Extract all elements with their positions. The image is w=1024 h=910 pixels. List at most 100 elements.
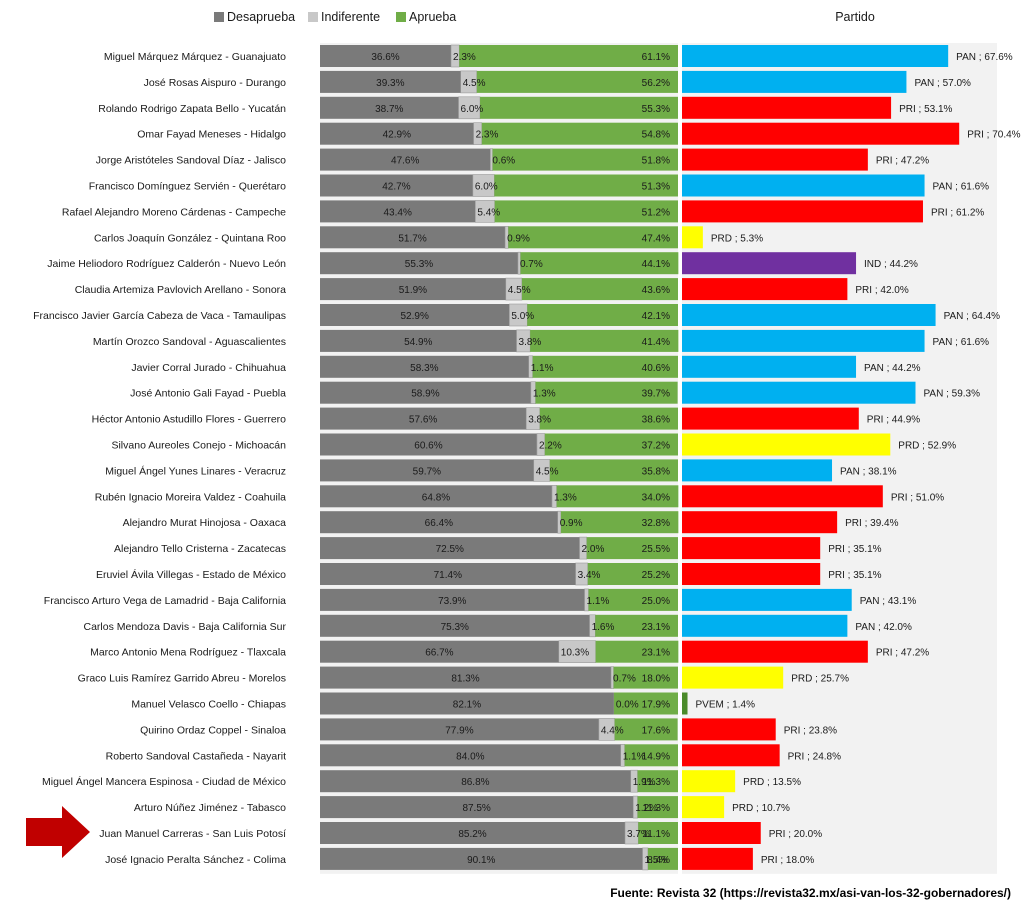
bar-party	[682, 847, 753, 870]
bar-aprueba	[492, 148, 678, 171]
label-desaprueba: 77.9%	[445, 725, 473, 736]
label-party: PRI ; 53.1%	[899, 104, 952, 115]
label-indiferente: 1.2%	[635, 803, 658, 814]
bar-aprueba	[494, 174, 678, 197]
label-indiferente: 0.7%	[520, 259, 543, 270]
label-desaprueba: 36.6%	[371, 52, 399, 63]
bar-party	[682, 148, 868, 171]
bar-aprueba	[520, 252, 679, 275]
bar-party	[682, 433, 891, 456]
label-aprueba: 39.7%	[642, 389, 670, 400]
category-label: Juan Manuel Carreras - San Luis Potosí	[99, 828, 286, 840]
bar-party	[682, 485, 883, 508]
bar-party	[682, 692, 688, 715]
bar-desaprueba	[320, 433, 537, 456]
approval-panel: 36.6% 2.3% 61.1% 39.3% 4.5% 56.2% 38.7% 6.0% 55.…	[320, 43, 679, 874]
bar-desaprueba	[320, 200, 476, 223]
category-labels: Miguel Márquez Márquez - Guanajuato José …	[33, 51, 286, 866]
party-header: Partido	[835, 10, 875, 24]
label-party: PRI ; 18.0%	[761, 855, 814, 866]
bar-aprueba	[588, 588, 678, 611]
bar-desaprueba	[320, 692, 614, 715]
label-party: PRI ; 51.0%	[891, 492, 944, 503]
label-party: PAN ; 38.1%	[840, 466, 897, 477]
bar-aprueba	[549, 459, 678, 482]
label-indiferente: 4.5%	[463, 78, 486, 89]
bar-party	[682, 45, 949, 67]
bar-desaprueba	[320, 770, 631, 793]
bar-desaprueba	[320, 278, 506, 301]
bar-indiferente	[579, 536, 588, 560]
category-label: Silvano Aureoles Conejo - Michoacán	[111, 440, 286, 452]
label-aprueba: 14.9%	[642, 751, 670, 762]
label-desaprueba: 66.7%	[425, 648, 453, 659]
bar-aprueba	[560, 511, 679, 534]
bar-party	[682, 640, 868, 663]
bar-desaprueba	[320, 329, 517, 352]
category-label: Francisco Domínguez Servién - Querétaro	[89, 181, 286, 193]
label-party: PVEM ; 1.4%	[696, 700, 756, 711]
label-aprueba: 54.8%	[642, 130, 670, 141]
label-desaprueba: 71.4%	[434, 570, 462, 581]
label-desaprueba: 66.4%	[425, 518, 453, 529]
label-desaprueba: 86.8%	[461, 777, 489, 788]
bar-aprueba	[595, 640, 679, 663]
label-indiferente: 1.3%	[533, 389, 556, 400]
bar-party	[682, 537, 821, 560]
label-desaprueba: 51.9%	[399, 285, 427, 296]
label-desaprueba: 51.7%	[398, 233, 426, 244]
bar-party	[682, 200, 923, 223]
label-party: PRD ; 13.5%	[743, 777, 801, 788]
source-note: Fuente: Revista 32 (https://revista32.mx…	[610, 886, 1011, 900]
bar-aprueba	[586, 537, 678, 560]
label-aprueba: 34.0%	[642, 492, 670, 503]
label-indiferente: 2.2%	[539, 441, 562, 452]
legend-swatch-desaprueba	[214, 12, 224, 22]
label-desaprueba: 47.6%	[391, 156, 419, 167]
bar-aprueba	[595, 614, 678, 637]
label-desaprueba: 58.3%	[410, 363, 438, 374]
label-party: PRD ; 10.7%	[732, 803, 790, 814]
bar-aprueba	[508, 226, 678, 249]
red-arrow-icon	[26, 806, 90, 858]
category-label: Jaime Heliodoro Rodríguez Calderón - Nue…	[47, 258, 286, 270]
label-aprueba: 17.6%	[642, 725, 670, 736]
bar-desaprueba	[320, 822, 626, 844]
bar-party	[682, 70, 907, 93]
label-party: PRD ; 52.9%	[898, 441, 956, 452]
bar-aprueba	[535, 381, 678, 404]
bar-desaprueba	[320, 45, 452, 67]
label-party: PRI ; 20.0%	[769, 829, 822, 840]
bar-party	[682, 744, 780, 767]
bar-party	[682, 355, 857, 378]
category-label: Miguel Ángel Mancera Espinosa - Ciudad d…	[42, 775, 286, 788]
bar-aprueba	[613, 666, 678, 689]
label-indiferente: 3.4%	[578, 570, 601, 581]
bar-desaprueba	[320, 304, 510, 326]
category-label: Miguel Márquez Márquez - Guanajuato	[104, 51, 286, 63]
bar-party	[682, 174, 925, 197]
bar-aprueba	[638, 822, 678, 844]
label-desaprueba: 42.9%	[383, 130, 411, 141]
category-label: Alejandro Murat Hinojosa - Oaxaca	[123, 517, 287, 529]
bar-party	[682, 381, 916, 404]
label-party: PAN ; 57.0%	[914, 78, 971, 89]
category-label: Rafael Alejandro Moreno Cárdenas - Campe…	[62, 206, 286, 218]
bar-party	[682, 666, 784, 689]
label-aprueba: 23.1%	[642, 648, 670, 659]
label-indiferente: 3.8%	[519, 337, 542, 348]
label-desaprueba: 82.1%	[453, 700, 481, 711]
category-label: Alejandro Tello Cristerna - Zacatecas	[114, 543, 286, 555]
bar-aprueba	[480, 96, 678, 119]
category-label: Marco Antonio Mena Rodríguez - Tlaxcala	[90, 647, 286, 659]
bar-aprueba	[614, 718, 678, 741]
legend-swatch-indiferente	[308, 12, 318, 22]
category-label: Eruviel Ávila Villegas - Estado de Méxic…	[96, 568, 286, 581]
bar-desaprueba	[320, 174, 473, 197]
label-party: PRI ; 39.4%	[845, 518, 898, 529]
label-indiferente: 0.9%	[560, 518, 583, 529]
party-panel: PAN ; 67.6% PAN ; 57.0% PRI ; 53.1% PRI ; 7…	[682, 43, 1021, 874]
bar-aprueba	[556, 485, 679, 508]
label-desaprueba: 64.8%	[422, 492, 450, 503]
